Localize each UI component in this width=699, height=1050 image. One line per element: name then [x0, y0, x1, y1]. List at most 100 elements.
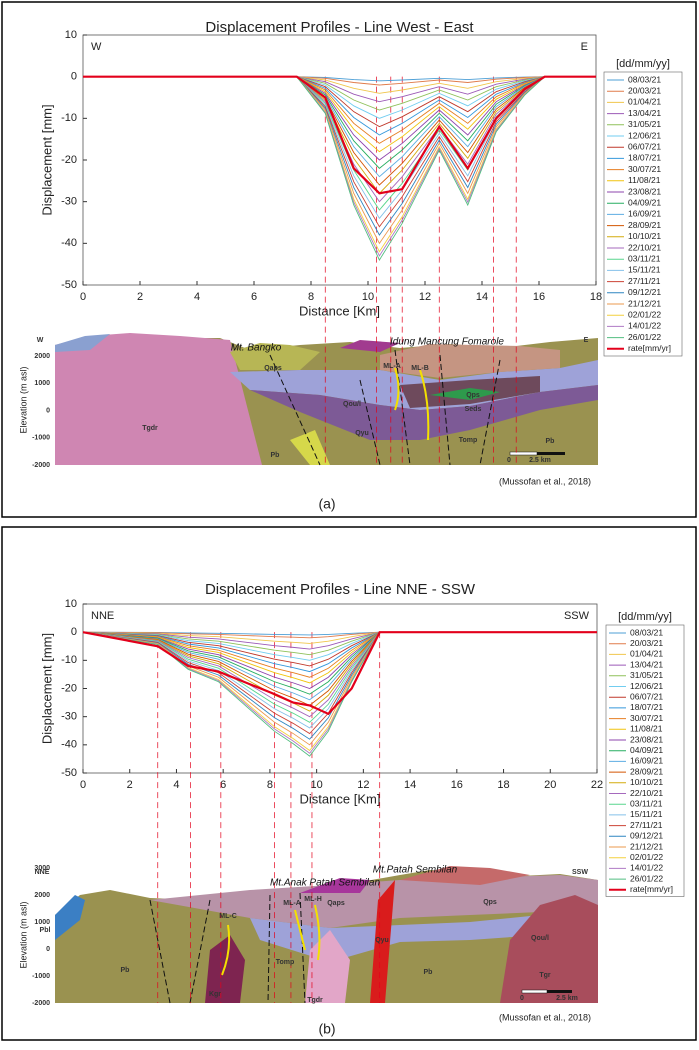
panel-caption: (a)	[318, 496, 335, 512]
unit-label: Pbl	[40, 927, 51, 934]
data-line	[82, 631, 597, 754]
y-axis-label: Displacement [mm]	[39, 104, 54, 215]
x-axis-label: Distance [Km]	[299, 303, 380, 318]
unit-label: ML-A	[283, 900, 301, 907]
cross-section	[55, 333, 598, 466]
data-line	[83, 76, 596, 245]
legend-label: 13/04/21	[630, 659, 663, 669]
legend-label: 27/11/21	[630, 820, 663, 830]
data-line	[83, 76, 596, 94]
x-tick-label: 14	[404, 779, 416, 791]
y-tick-label: -30	[61, 196, 77, 208]
y-tick-label: -50	[61, 767, 77, 779]
legend-label: 09/12/21	[630, 831, 663, 841]
x-tick-label: 18	[497, 779, 509, 791]
data-line	[82, 631, 597, 701]
legend-label: 06/07/21	[630, 691, 663, 701]
legend-label: rate[mm/yr]	[630, 884, 673, 894]
unit-label: Tgr	[539, 972, 551, 979]
legend-label: 21/12/21	[630, 841, 663, 851]
corner-label: SSW	[564, 610, 590, 622]
legend-label: 22/10/21	[630, 788, 663, 798]
unit-label: ML-C	[219, 913, 237, 920]
x-tick-label: 4	[194, 291, 200, 303]
unit-label: Tomp	[276, 959, 295, 966]
legend-label: 13/04/21	[628, 108, 661, 118]
legend-label: 22/10/21	[628, 242, 661, 252]
legend-label: 18/07/21	[630, 702, 663, 712]
elevation-tick: -1000	[32, 973, 50, 980]
data-line	[83, 76, 596, 228]
unit-label: Qou/l	[343, 401, 361, 408]
y-tick-label: 0	[71, 626, 77, 638]
elevation-tick: 2000	[34, 353, 50, 360]
corner-label: NNE	[91, 610, 114, 622]
chart-title: Displacement Profiles - Line NNE - SSW	[205, 581, 476, 598]
mountain-label: Mt.Patah Sembilan	[373, 865, 458, 876]
unit-label: Pb	[271, 452, 280, 459]
legend-label: 28/09/21	[630, 766, 663, 776]
y-tick-label: 10	[65, 29, 77, 41]
x-tick-label: 14	[476, 291, 488, 303]
x-tick-label: 20	[544, 779, 556, 791]
x-tick-label: 22	[591, 779, 603, 791]
y-tick-label: -20	[61, 682, 77, 694]
legend-box	[605, 624, 685, 897]
unit-label: ML-A	[383, 363, 401, 370]
elevation-tick: 2000	[34, 892, 50, 899]
x-tick-label: 12	[419, 291, 431, 303]
legend-label: 06/07/21	[628, 141, 661, 151]
x-tick-label: 4	[173, 779, 179, 791]
legend-label: 26/01/22	[628, 332, 661, 342]
legend-label: 16/09/21	[628, 209, 661, 219]
source-note: (Mussofan et al., 2018)	[499, 1012, 591, 1022]
data-line	[82, 631, 597, 706]
legend-label: 02/01/22	[630, 852, 663, 862]
x-tick-label: 8	[267, 779, 273, 791]
legend-label: 18/07/21	[628, 153, 661, 163]
data-line	[83, 76, 596, 236]
panel-caption: (b)	[318, 1021, 335, 1037]
x-tick-label: 6	[251, 291, 257, 303]
x-axis-label: Distance [Km]	[300, 791, 381, 806]
unit-label: Seds	[465, 406, 482, 413]
data-line	[82, 631, 597, 639]
data-line	[83, 76, 596, 220]
data-line	[82, 631, 597, 723]
legend-label: 11/08/21	[630, 724, 663, 734]
x-tick-label: 6	[220, 779, 226, 791]
legend-label: 16/09/21	[630, 756, 663, 766]
data-line	[83, 75, 596, 195]
legend-label: rate[mm/yr]	[628, 343, 671, 353]
data-line	[82, 631, 597, 678]
unit-label: ML-B	[411, 365, 429, 372]
y-tick-label: -10	[61, 112, 77, 124]
unit-label: 2.5 km	[556, 995, 578, 1002]
legend-label: 31/05/21	[630, 670, 663, 680]
data-line	[82, 631, 597, 695]
y-tick-label: -40	[61, 739, 77, 751]
elevation-tick: -2000	[32, 1000, 50, 1007]
y-tick-label: -10	[61, 654, 77, 666]
elevation-tick: -1000	[32, 435, 50, 442]
legend-label: 04/09/21	[630, 745, 663, 755]
data-line	[83, 76, 596, 153]
y-tick-label: -30	[61, 711, 77, 723]
legend-label: 30/07/21	[628, 164, 661, 174]
legend-label: 27/11/21	[628, 276, 661, 286]
data-line	[82, 631, 597, 667]
legend-label: 23/08/21	[630, 734, 663, 744]
data-line	[82, 631, 597, 673]
elevation-tick: 0	[46, 407, 50, 414]
x-tick-label: 0	[80, 291, 86, 303]
legend-label: 09/12/21	[628, 287, 661, 297]
data-line	[82, 631, 597, 716]
legend-label: 12/06/21	[628, 130, 661, 140]
unit-label: 0	[520, 995, 524, 1002]
x-tick-label: 10	[362, 291, 374, 303]
unit-label: Pb	[424, 969, 433, 976]
legend-label: 03/11/21	[628, 253, 661, 263]
unit-label: ML-H	[304, 896, 322, 903]
mountain-label: Mt.Anak Patah Sembilan	[270, 878, 380, 889]
x-tick-label: 2	[137, 291, 143, 303]
